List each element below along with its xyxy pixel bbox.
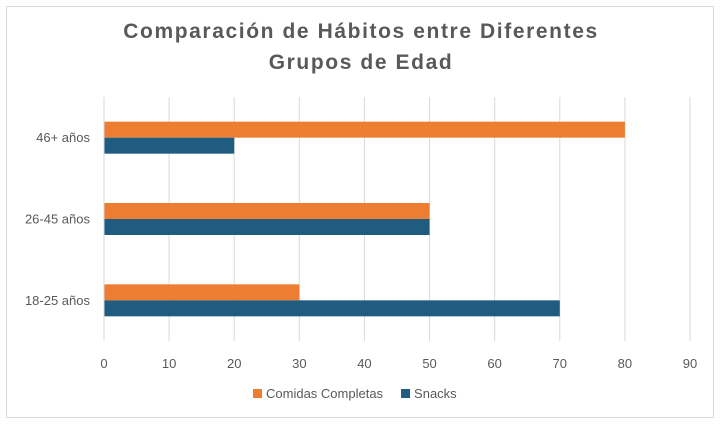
legend-swatch-comidas-completas <box>253 389 262 398</box>
legend-label-comidas-completas: Comidas Completas <box>266 386 384 401</box>
x-tick-label-90: 90 <box>683 356 697 371</box>
legend-swatch-snacks <box>401 389 411 398</box>
x-tick-label-30: 30 <box>292 356 306 371</box>
x-tick-label-20: 20 <box>227 356 241 371</box>
legend-label-snacks: Snacks <box>414 386 457 401</box>
x-tick-label-60: 60 <box>487 356 501 371</box>
y-tick-label-0: 18-25 años <box>25 293 91 308</box>
bar-snacks-0 <box>104 300 560 317</box>
x-tick-label-80: 80 <box>618 356 632 371</box>
chart-title-line-1: Comparación de Hábitos entre Diferentes <box>123 20 599 43</box>
y-tick-label-1: 26-45 años <box>25 212 91 227</box>
chart-title: Comparación de Hábitos entre Diferentes … <box>0 16 722 78</box>
bar-comidas-completas-2 <box>104 121 625 138</box>
y-tick-label-2: 46+ años <box>36 130 90 145</box>
bar-comidas-completas-1 <box>104 203 430 219</box>
x-tick-label-10: 10 <box>162 356 176 371</box>
bar-comidas-completas-0 <box>104 284 300 301</box>
x-tick-label-0: 0 <box>100 356 107 371</box>
bar-snacks-2 <box>104 137 235 154</box>
x-tick-label-50: 50 <box>422 356 436 371</box>
bar-snacks-1 <box>104 219 430 235</box>
chart-title-line-2: Grupos de Edad <box>268 51 454 74</box>
x-tick-label-70: 70 <box>553 356 567 371</box>
x-tick-label-40: 40 <box>357 356 371 371</box>
